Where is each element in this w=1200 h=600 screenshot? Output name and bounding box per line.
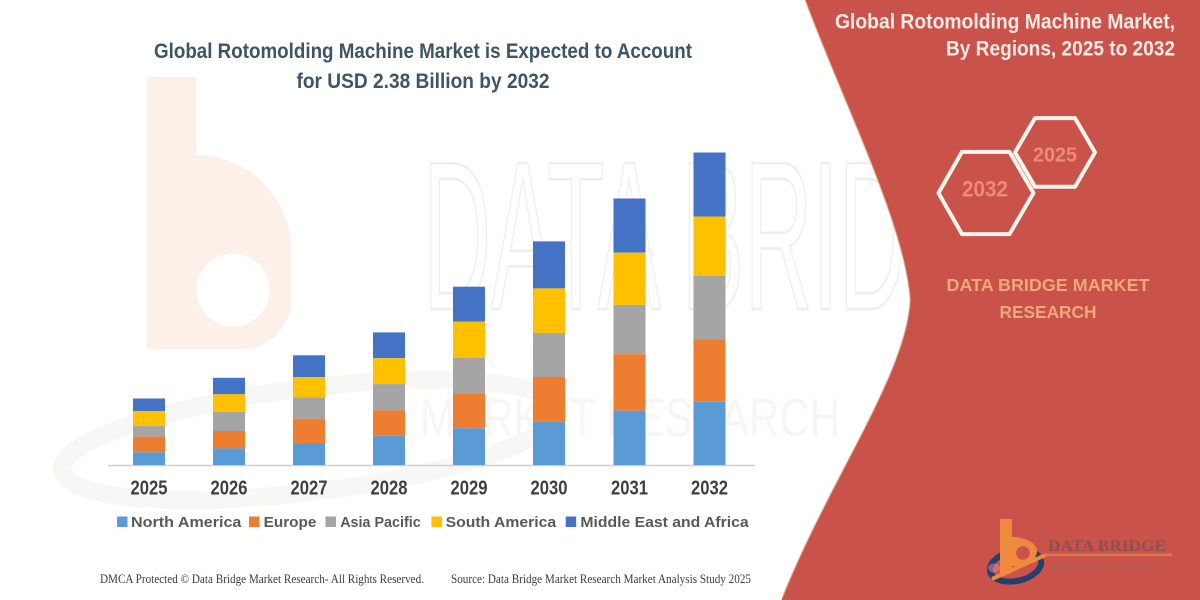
svg-text:2027: 2027 bbox=[291, 478, 328, 500]
svg-text:DATA BRIDGE: DATA BRIDGE bbox=[1048, 538, 1166, 555]
svg-text:2029: 2029 bbox=[451, 478, 488, 500]
svg-text:Asia Pacific: Asia Pacific bbox=[340, 514, 421, 531]
svg-text:for USD 2.38 Billion by 2032: for USD 2.38 Billion by 2032 bbox=[297, 70, 550, 93]
svg-text:Source: Data Bridge Market Res: Source: Data Bridge Market Research Mark… bbox=[451, 572, 751, 586]
svg-text:DATA BRIDGE MARKET: DATA BRIDGE MARKET bbox=[947, 275, 1150, 295]
svg-text:MARKET RESEARCH: MARKET RESEARCH bbox=[1050, 562, 1165, 573]
svg-text:DMCA Protected © Data Bridge M: DMCA Protected © Data Bridge Market Rese… bbox=[100, 572, 424, 586]
svg-text:Europe: Europe bbox=[264, 514, 317, 531]
svg-text:South America: South America bbox=[446, 514, 557, 531]
svg-text:2030: 2030 bbox=[531, 478, 568, 500]
svg-text:RESEARCH: RESEARCH bbox=[1000, 302, 1097, 322]
svg-text:2028: 2028 bbox=[371, 478, 408, 500]
svg-text:Global Rotomolding Machine Mar: Global Rotomolding Machine Market, bbox=[835, 11, 1175, 34]
svg-text:Global Rotomolding Machine Mar: Global Rotomolding Machine Market is Exp… bbox=[154, 40, 692, 63]
svg-text:2026: 2026 bbox=[211, 478, 248, 500]
svg-text:2031: 2031 bbox=[611, 478, 648, 500]
svg-text:Middle East and Africa: Middle East and Africa bbox=[580, 514, 749, 531]
svg-text:North America: North America bbox=[131, 514, 242, 531]
svg-text:2032: 2032 bbox=[691, 478, 728, 500]
svg-text:2025: 2025 bbox=[1033, 145, 1077, 167]
svg-text:2025: 2025 bbox=[131, 478, 168, 500]
svg-text:By Regions, 2025 to 2032: By Regions, 2025 to 2032 bbox=[946, 38, 1175, 61]
svg-text:2032: 2032 bbox=[962, 177, 1008, 202]
